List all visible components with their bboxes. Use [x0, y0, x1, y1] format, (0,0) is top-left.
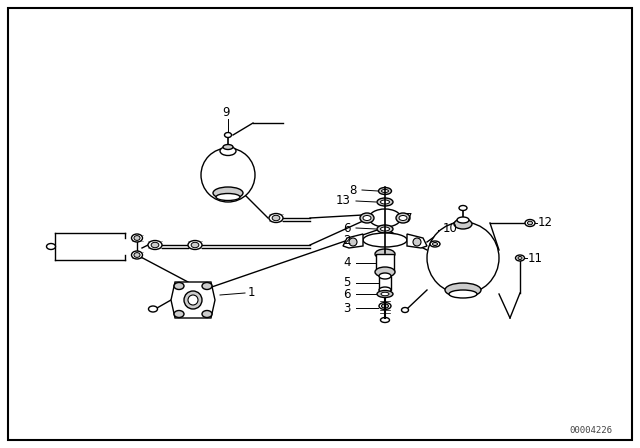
Ellipse shape: [381, 304, 388, 308]
Ellipse shape: [225, 133, 232, 138]
Ellipse shape: [188, 241, 202, 250]
Ellipse shape: [515, 255, 525, 261]
Ellipse shape: [375, 267, 395, 277]
Ellipse shape: [134, 236, 140, 241]
Ellipse shape: [527, 221, 532, 225]
Ellipse shape: [433, 242, 438, 246]
Text: 7: 7: [405, 211, 413, 224]
Ellipse shape: [401, 307, 408, 313]
Text: 3: 3: [344, 302, 351, 314]
Text: 2: 2: [344, 233, 351, 246]
Ellipse shape: [363, 215, 371, 220]
Text: 9: 9: [222, 107, 230, 120]
Ellipse shape: [131, 234, 143, 242]
Text: 5: 5: [344, 276, 351, 289]
Ellipse shape: [379, 273, 391, 279]
Ellipse shape: [363, 233, 407, 247]
Ellipse shape: [430, 241, 440, 247]
Text: 4: 4: [344, 257, 351, 270]
Ellipse shape: [134, 253, 140, 258]
Ellipse shape: [396, 213, 410, 223]
Ellipse shape: [223, 145, 233, 150]
Ellipse shape: [216, 194, 240, 201]
Ellipse shape: [381, 318, 390, 323]
Ellipse shape: [459, 206, 467, 211]
Ellipse shape: [454, 219, 472, 229]
Ellipse shape: [369, 209, 401, 227]
Ellipse shape: [220, 146, 236, 155]
Polygon shape: [171, 282, 215, 318]
Ellipse shape: [457, 217, 469, 223]
Circle shape: [184, 291, 202, 309]
Ellipse shape: [449, 290, 477, 298]
Ellipse shape: [379, 287, 391, 293]
Ellipse shape: [202, 310, 212, 318]
Ellipse shape: [381, 190, 388, 193]
Ellipse shape: [131, 251, 143, 259]
Ellipse shape: [377, 290, 393, 297]
Ellipse shape: [213, 187, 243, 199]
Ellipse shape: [525, 220, 535, 227]
Text: 11: 11: [528, 251, 543, 264]
Text: 00004226: 00004226: [569, 426, 612, 435]
Circle shape: [349, 238, 357, 246]
Ellipse shape: [399, 215, 407, 220]
Circle shape: [413, 238, 421, 246]
Ellipse shape: [379, 302, 391, 310]
Circle shape: [188, 295, 198, 305]
Text: 6: 6: [344, 288, 351, 301]
Ellipse shape: [272, 215, 280, 221]
Ellipse shape: [381, 292, 389, 296]
Ellipse shape: [445, 283, 481, 297]
Ellipse shape: [269, 214, 283, 223]
Ellipse shape: [47, 244, 56, 250]
Ellipse shape: [174, 283, 184, 289]
Bar: [376, 254, 394, 272]
Text: 6: 6: [344, 221, 351, 234]
Ellipse shape: [377, 225, 393, 233]
Ellipse shape: [191, 242, 199, 248]
Ellipse shape: [202, 283, 212, 289]
Ellipse shape: [174, 310, 184, 318]
Ellipse shape: [518, 257, 522, 259]
Text: 13: 13: [336, 194, 351, 207]
Ellipse shape: [381, 227, 390, 231]
Polygon shape: [343, 234, 363, 248]
Text: 10: 10: [443, 221, 458, 234]
Ellipse shape: [381, 200, 390, 204]
Ellipse shape: [377, 198, 393, 206]
Text: 1: 1: [248, 287, 255, 300]
Ellipse shape: [375, 249, 395, 259]
Circle shape: [201, 148, 255, 202]
Text: 12: 12: [538, 216, 553, 229]
Polygon shape: [407, 234, 427, 248]
Bar: [379, 276, 391, 290]
Ellipse shape: [151, 242, 159, 248]
Circle shape: [427, 222, 499, 294]
Ellipse shape: [378, 188, 392, 194]
Ellipse shape: [148, 306, 157, 312]
Text: 8: 8: [349, 184, 357, 197]
Ellipse shape: [360, 213, 374, 223]
Ellipse shape: [148, 241, 162, 250]
